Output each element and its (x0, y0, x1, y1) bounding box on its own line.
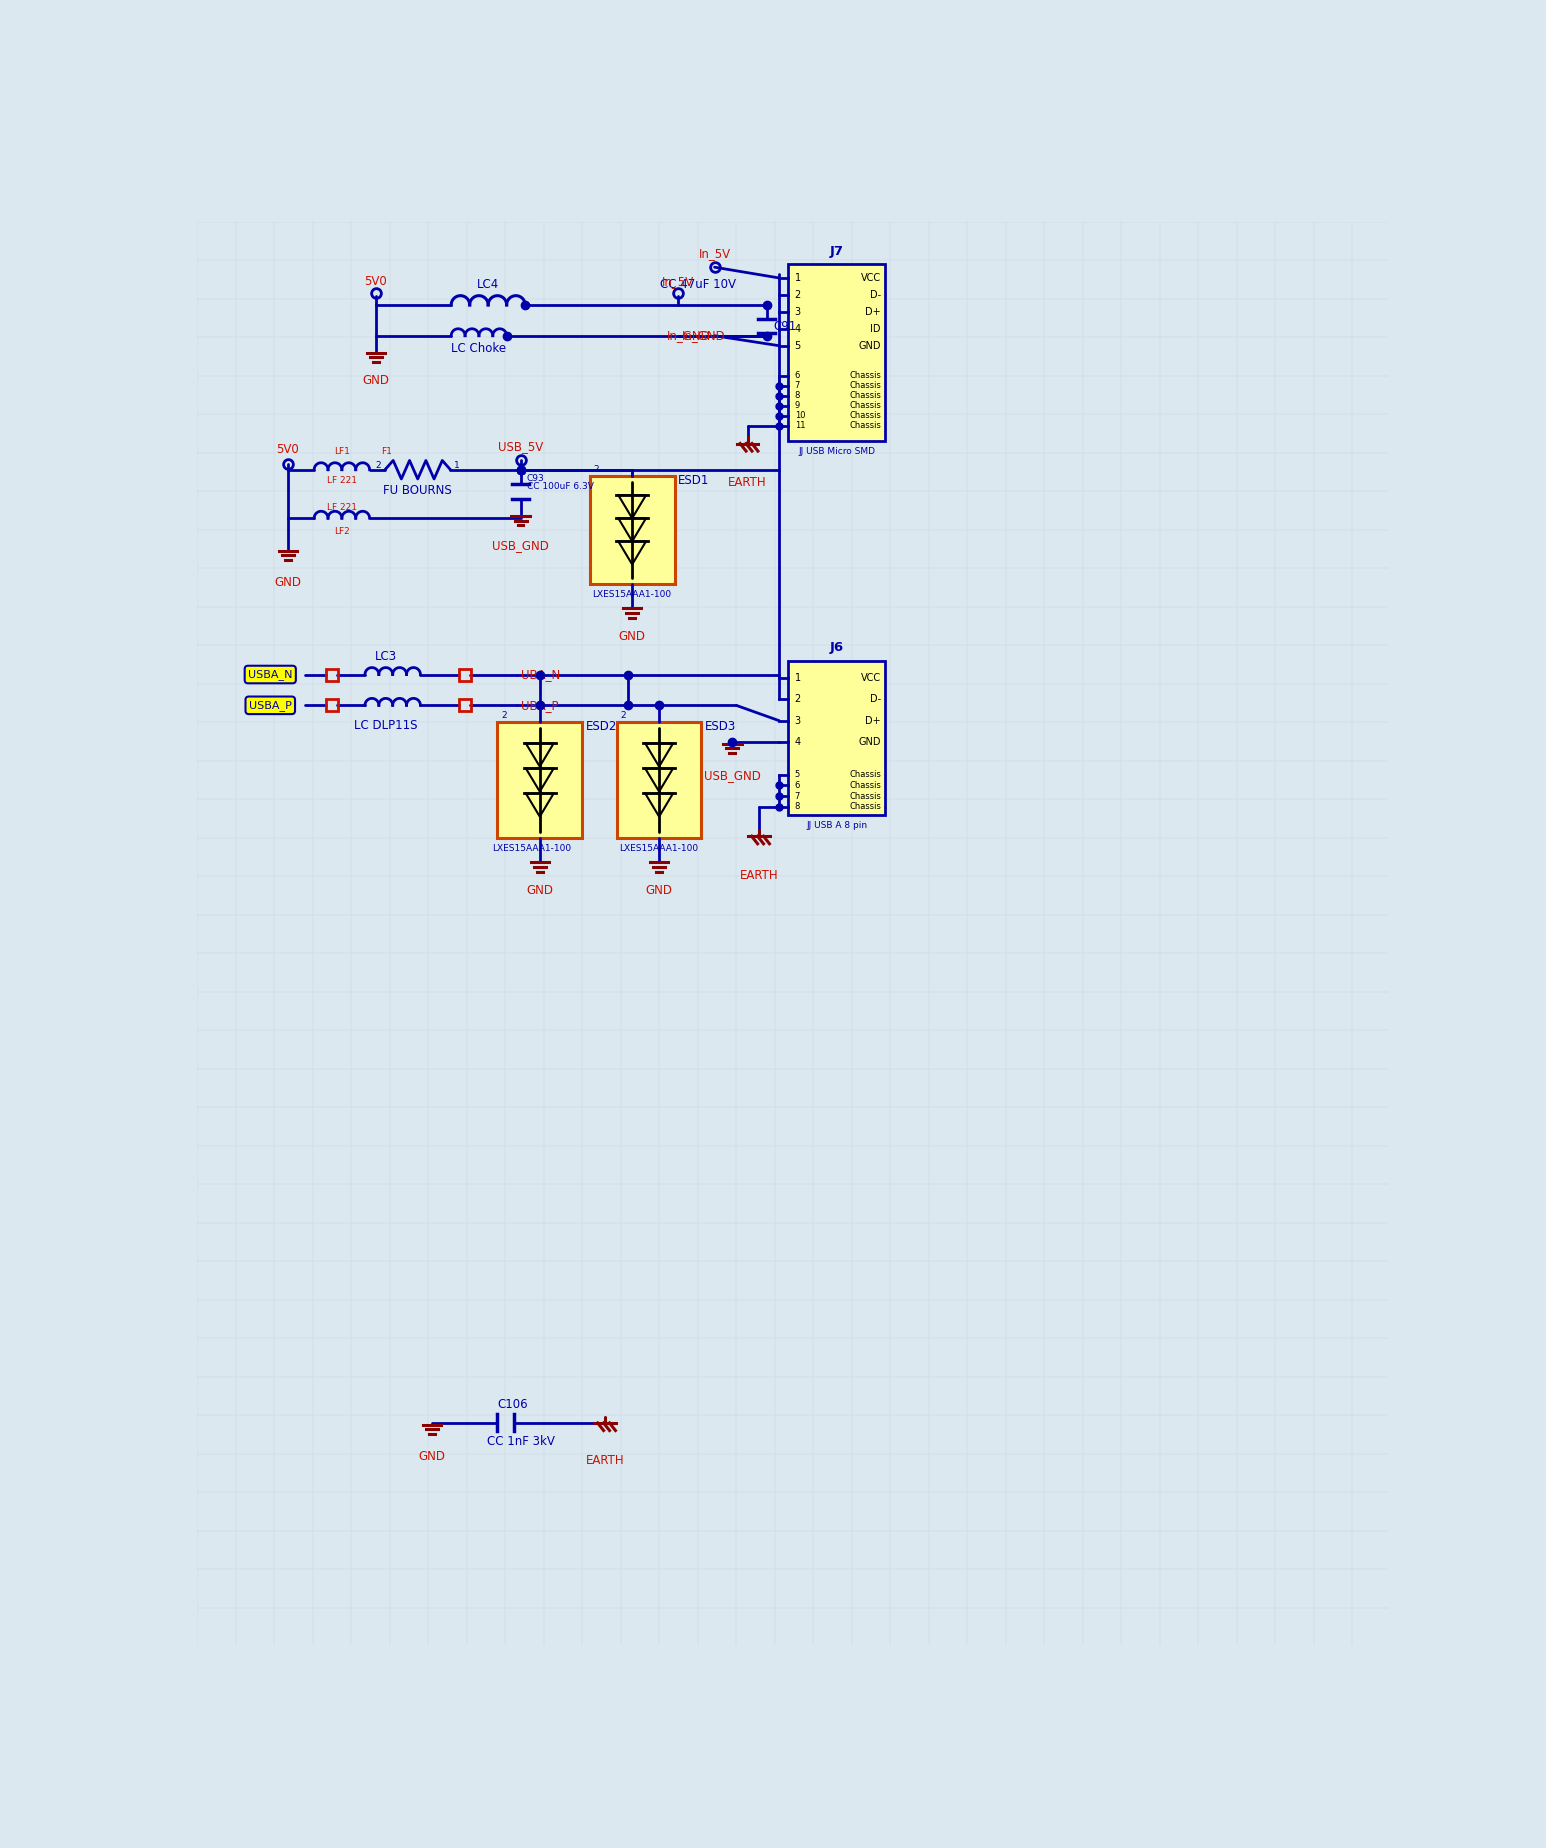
Text: Chassis: Chassis (849, 782, 881, 789)
Text: GND: GND (419, 1451, 445, 1464)
Text: LF 221: LF 221 (326, 475, 357, 484)
Text: In_GND: In_GND (682, 329, 727, 342)
Text: GND: GND (858, 737, 881, 747)
Text: 6: 6 (795, 371, 799, 381)
Text: 8: 8 (795, 802, 799, 811)
Text: GND: GND (275, 577, 301, 590)
Text: LC4: LC4 (478, 277, 499, 290)
Text: LF1: LF1 (334, 447, 349, 456)
Text: GND: GND (618, 630, 646, 643)
Text: ID: ID (870, 323, 881, 334)
Text: USB_GND: USB_GND (703, 769, 761, 782)
Text: GND: GND (646, 883, 673, 896)
Text: 9: 9 (795, 401, 799, 410)
Text: 3: 3 (795, 307, 801, 316)
FancyBboxPatch shape (591, 475, 674, 584)
Text: 4: 4 (795, 737, 801, 747)
Text: LXES15AAA1-100: LXES15AAA1-100 (493, 845, 572, 854)
Text: C91: C91 (773, 320, 796, 333)
Text: F1: F1 (382, 447, 393, 456)
Text: 10: 10 (795, 412, 805, 419)
Text: EARTH: EARTH (741, 869, 779, 881)
Text: Chassis: Chassis (849, 401, 881, 410)
Text: In_5V: In_5V (662, 275, 694, 288)
Text: VCC: VCC (861, 274, 881, 283)
Text: Chassis: Chassis (849, 392, 881, 401)
Text: LC3: LC3 (374, 650, 397, 663)
Text: Chassis: Chassis (849, 791, 881, 800)
Text: D+: D+ (866, 715, 881, 726)
Text: J7: J7 (830, 246, 844, 259)
Text: C93: C93 (527, 473, 544, 482)
Text: EARTH: EARTH (586, 1454, 625, 1467)
Text: Chassis: Chassis (849, 381, 881, 390)
Text: ESD2: ESD2 (586, 721, 617, 734)
Text: Chassis: Chassis (849, 371, 881, 381)
Text: 5: 5 (795, 340, 801, 351)
Text: LC DLP11S: LC DLP11S (354, 719, 417, 732)
Text: GND: GND (858, 340, 881, 351)
Text: LF 221: LF 221 (326, 503, 357, 512)
Text: 2: 2 (795, 290, 801, 299)
Text: LXES15AAA1-100: LXES15AAA1-100 (620, 845, 699, 854)
Text: 7: 7 (795, 791, 799, 800)
Text: GND: GND (362, 373, 390, 388)
Text: Chassis: Chassis (849, 802, 881, 811)
Text: UBA_P: UBA_P (521, 699, 558, 711)
Text: FU BOURNS: FU BOURNS (383, 484, 451, 497)
Text: In_GND: In_GND (666, 329, 711, 342)
Text: 2: 2 (501, 711, 507, 721)
Text: LF2: LF2 (334, 527, 349, 536)
Text: USB_5V: USB_5V (498, 440, 543, 453)
Text: USB_GND: USB_GND (492, 540, 549, 553)
Text: Chassis: Chassis (849, 412, 881, 419)
Text: JJ USB Micro SMD: JJ USB Micro SMD (798, 447, 875, 456)
FancyBboxPatch shape (788, 662, 884, 815)
Text: D+: D+ (866, 307, 881, 316)
FancyBboxPatch shape (498, 723, 583, 837)
Text: ESD1: ESD1 (679, 473, 710, 486)
Text: J6: J6 (830, 641, 844, 654)
Text: 11: 11 (795, 421, 805, 431)
Text: 2: 2 (376, 462, 382, 471)
Text: 1: 1 (795, 673, 801, 682)
Text: In_5V: In_5V (699, 248, 731, 261)
Text: 4: 4 (795, 323, 801, 334)
Text: D-: D- (870, 290, 881, 299)
Text: D-: D- (870, 695, 881, 704)
Text: 5V0: 5V0 (277, 444, 300, 456)
Text: GND: GND (526, 883, 553, 896)
Text: C106: C106 (498, 1399, 529, 1412)
Text: 3: 3 (795, 715, 801, 726)
Text: Chassis: Chassis (849, 421, 881, 431)
Text: 6: 6 (795, 782, 799, 789)
Text: 5: 5 (795, 771, 799, 780)
FancyBboxPatch shape (788, 264, 884, 442)
Text: CC 1nF 3kV: CC 1nF 3kV (487, 1434, 555, 1447)
Text: 1: 1 (795, 274, 801, 283)
Text: 1: 1 (455, 462, 461, 471)
Text: VCC: VCC (861, 673, 881, 682)
Text: LC Choke: LC Choke (451, 342, 507, 355)
FancyBboxPatch shape (617, 723, 702, 837)
Text: USBA_N: USBA_N (247, 669, 292, 680)
Text: EARTH: EARTH (728, 475, 767, 490)
Text: 2: 2 (594, 464, 600, 473)
Text: USBA_P: USBA_P (249, 700, 292, 711)
Text: JJ USB A 8 pin: JJ USB A 8 pin (805, 821, 867, 830)
Text: ESD3: ESD3 (705, 721, 736, 734)
Text: LXES15AAA1-100: LXES15AAA1-100 (592, 590, 671, 599)
Text: UBA_N: UBA_N (521, 667, 560, 682)
Text: 8: 8 (795, 392, 799, 401)
Text: 2: 2 (795, 695, 801, 704)
Text: 2: 2 (620, 711, 626, 721)
Text: Chassis: Chassis (849, 771, 881, 780)
Text: CC 100uF 6.3V: CC 100uF 6.3V (527, 482, 594, 492)
Text: CC 47uF 10V: CC 47uF 10V (660, 277, 736, 290)
Text: 7: 7 (795, 381, 799, 390)
Text: 5V0: 5V0 (365, 275, 386, 288)
